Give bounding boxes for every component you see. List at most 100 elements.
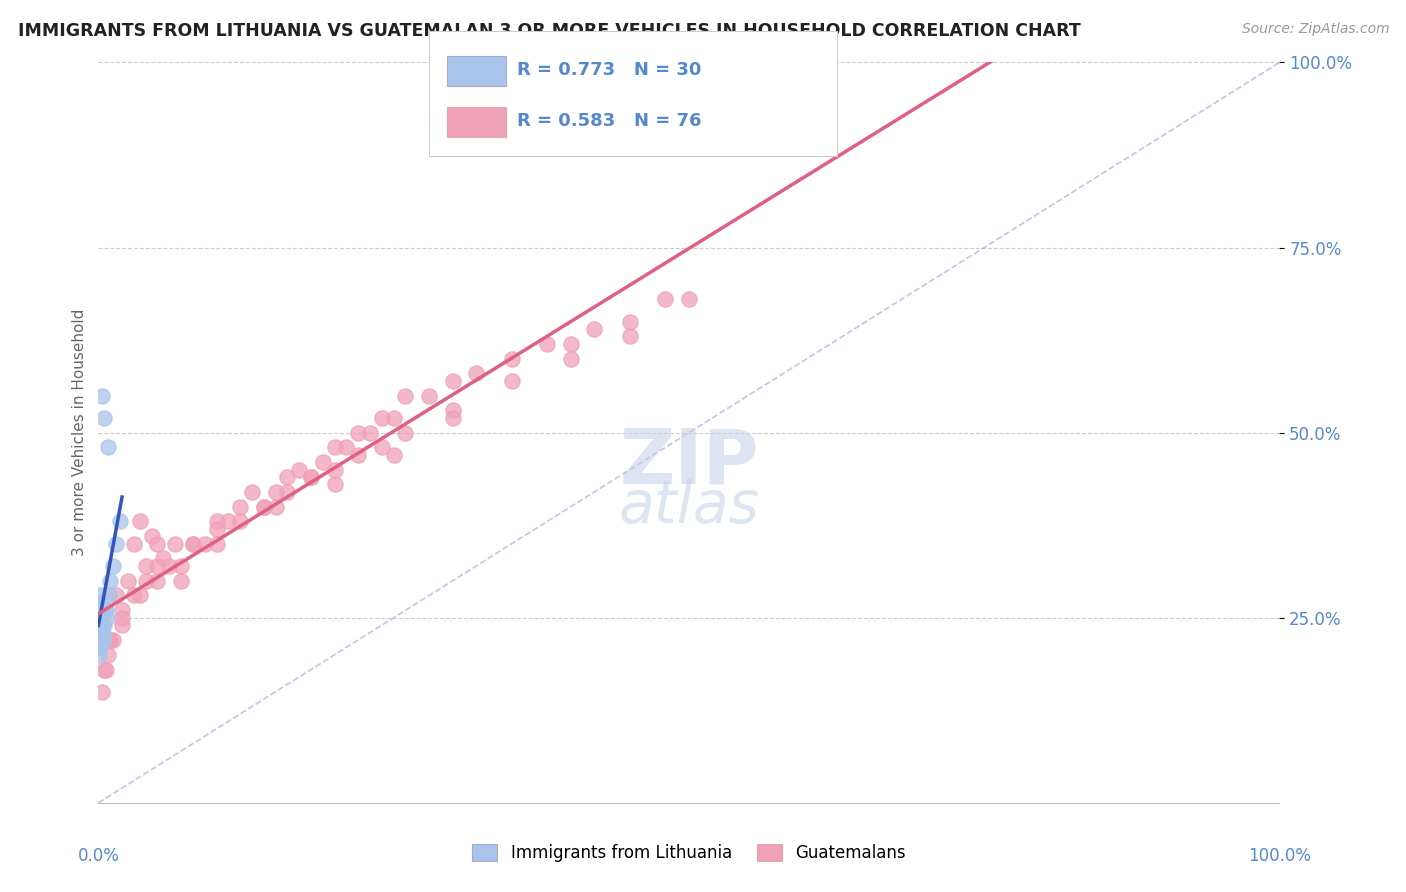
Guatemalans [371, 410, 394, 425]
Immigrants from Lithuania [91, 388, 114, 402]
Guatemalans [394, 388, 416, 402]
Immigrants from Lithuania [96, 610, 118, 624]
Guatemalans [217, 515, 239, 529]
Guatemalans [170, 558, 193, 573]
Guatemalans [170, 574, 193, 588]
Guatemalans [501, 374, 523, 388]
Guatemalans [654, 293, 676, 307]
Guatemalans [135, 558, 157, 573]
Guatemalans [371, 441, 394, 455]
Immigrants from Lithuania [90, 618, 112, 632]
Guatemalans [141, 529, 163, 543]
Guatemalans [441, 410, 464, 425]
Guatemalans [117, 574, 139, 588]
Guatemalans [441, 374, 464, 388]
Immigrants from Lithuania [108, 515, 131, 529]
Immigrants from Lithuania [93, 410, 115, 425]
Text: R = 0.583   N = 76: R = 0.583 N = 76 [517, 112, 702, 130]
Immigrants from Lithuania [94, 603, 117, 617]
Immigrants from Lithuania [93, 618, 115, 632]
Immigrants from Lithuania [90, 618, 112, 632]
Guatemalans [128, 589, 150, 603]
Immigrants from Lithuania [91, 618, 114, 632]
Guatemalans [205, 515, 228, 529]
Guatemalans [91, 685, 114, 699]
Guatemalans [111, 603, 134, 617]
Guatemalans [240, 484, 263, 499]
Guatemalans [122, 536, 145, 550]
Immigrants from Lithuania [98, 589, 121, 603]
Immigrants from Lithuania [91, 625, 114, 640]
Text: 100.0%: 100.0% [1249, 847, 1310, 865]
Guatemalans [229, 500, 252, 514]
Guatemalans [276, 470, 298, 484]
Guatemalans [264, 484, 287, 499]
Guatemalans [359, 425, 381, 440]
Guatemalans [288, 462, 311, 476]
Guatemalans [536, 336, 558, 351]
Text: Source: ZipAtlas.com: Source: ZipAtlas.com [1241, 22, 1389, 37]
Guatemalans [98, 632, 121, 647]
Immigrants from Lithuania [90, 610, 112, 624]
Guatemalans [654, 92, 676, 106]
Guatemalans [105, 589, 128, 603]
Guatemalans [418, 388, 440, 402]
Guatemalans [181, 536, 204, 550]
Guatemalans [441, 403, 464, 417]
Immigrants from Lithuania [98, 574, 121, 588]
Guatemalans [253, 500, 276, 514]
Immigrants from Lithuania [89, 632, 111, 647]
Guatemalans [560, 351, 582, 366]
Guatemalans [101, 632, 124, 647]
Guatemalans [299, 470, 322, 484]
Immigrants from Lithuania [87, 648, 110, 662]
Guatemalans [205, 536, 228, 550]
Immigrants from Lithuania [94, 603, 117, 617]
Immigrants from Lithuania [89, 632, 111, 647]
Guatemalans [276, 484, 298, 499]
Immigrants from Lithuania [93, 632, 115, 647]
Text: ZIP: ZIP [619, 425, 759, 500]
Guatemalans [146, 558, 169, 573]
Immigrants from Lithuania [91, 632, 114, 647]
Immigrants from Lithuania [90, 625, 112, 640]
Guatemalans [394, 425, 416, 440]
Guatemalans [619, 314, 641, 328]
Guatemalans [98, 632, 121, 647]
Immigrants from Lithuania [89, 589, 111, 603]
Guatemalans [146, 536, 169, 550]
Y-axis label: 3 or more Vehicles in Household: 3 or more Vehicles in Household [72, 309, 87, 557]
Guatemalans [299, 470, 322, 484]
Guatemalans [111, 618, 134, 632]
Immigrants from Lithuania [89, 640, 111, 655]
Guatemalans [501, 351, 523, 366]
Guatemalans [465, 367, 488, 381]
Immigrants from Lithuania [90, 610, 112, 624]
Immigrants from Lithuania [89, 625, 111, 640]
Guatemalans [619, 329, 641, 343]
Guatemalans [135, 574, 157, 588]
Guatemalans [382, 410, 405, 425]
Guatemalans [253, 500, 276, 514]
Immigrants from Lithuania [90, 603, 112, 617]
Guatemalans [122, 589, 145, 603]
Guatemalans [152, 551, 174, 566]
Guatemalans [347, 425, 370, 440]
Guatemalans [335, 441, 357, 455]
Immigrants from Lithuania [101, 558, 124, 573]
Guatemalans [146, 574, 169, 588]
Text: 0.0%: 0.0% [77, 847, 120, 865]
Guatemalans [323, 441, 346, 455]
Guatemalans [264, 500, 287, 514]
Guatemalans [165, 536, 187, 550]
Immigrants from Lithuania [89, 640, 111, 655]
Guatemalans [560, 336, 582, 351]
Guatemalans [97, 648, 120, 662]
Guatemalans [229, 515, 252, 529]
Guatemalans [382, 448, 405, 462]
Immigrants from Lithuania [97, 441, 120, 455]
Guatemalans [323, 462, 346, 476]
Immigrants from Lithuania [89, 596, 111, 610]
Text: IMMIGRANTS FROM LITHUANIA VS GUATEMALAN 3 OR MORE VEHICLES IN HOUSEHOLD CORRELAT: IMMIGRANTS FROM LITHUANIA VS GUATEMALAN … [18, 22, 1081, 40]
Guatemalans [94, 663, 117, 677]
